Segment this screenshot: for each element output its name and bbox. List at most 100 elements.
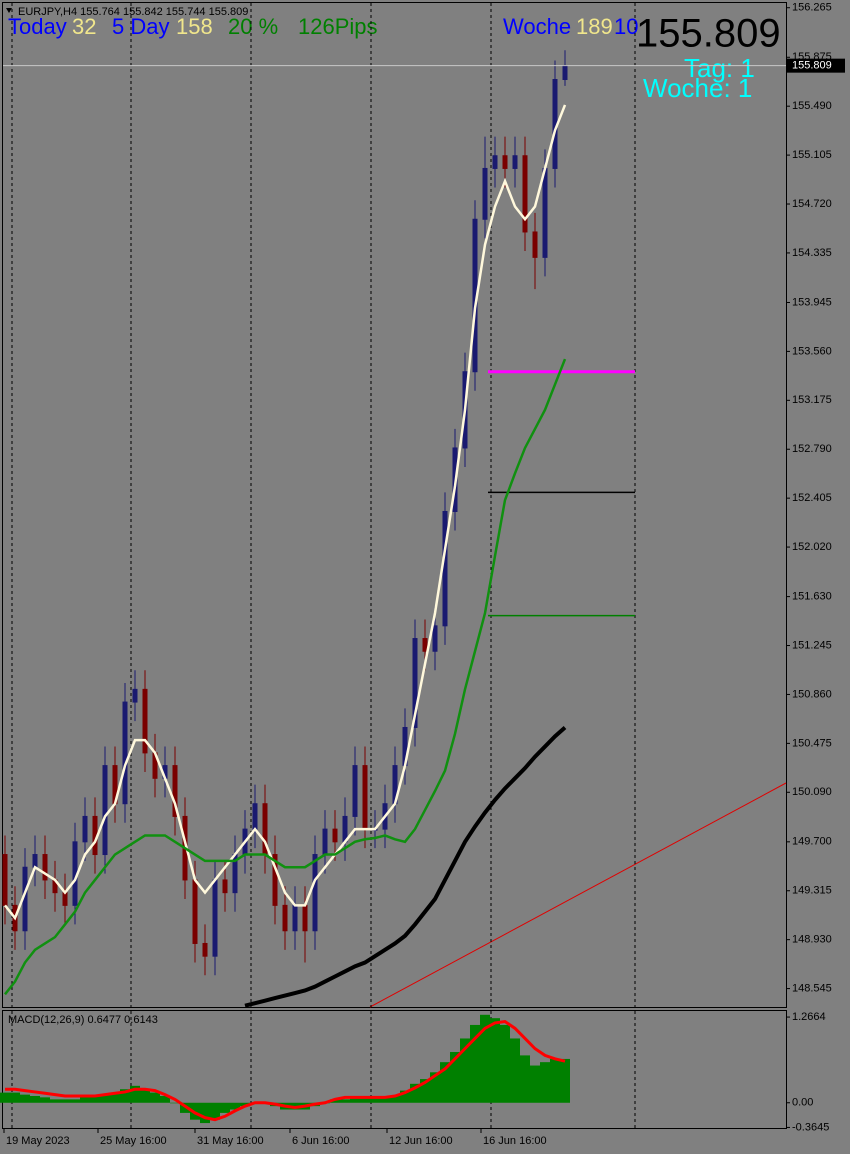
tag-counter: Tag: 1 [684,53,755,83]
y-tick-label: 149.700 [792,836,832,848]
x-tick-label: 19 May 2023 [6,1135,70,1147]
macd-bar [90,1095,100,1103]
candle-body [172,765,178,817]
macd-bar [360,1095,370,1103]
macd-bar [550,1058,560,1103]
menu-arrow [6,8,12,13]
macd-bar [240,1102,250,1107]
macd-bar [50,1099,60,1103]
day5-value: 158 [176,14,213,39]
macd-bar [220,1102,230,1113]
y-tick-label: 155.105 [792,149,832,161]
macd-title: MACD(12,26,9) 0.6477 0.6143 [8,1014,158,1026]
y-tick-label: 150.090 [792,786,832,798]
candle-body [302,904,308,932]
candle-body [482,167,488,220]
week-value: 189 [576,14,613,39]
macd-bar [0,1092,10,1103]
candle-body [212,879,218,957]
macd-signal [5,1019,566,1122]
y-tick-label: 151.630 [792,591,832,603]
macd-tick-label: -0.3645 [792,1121,829,1133]
today-label: Today [8,14,67,39]
trend-line [369,782,787,1008]
macd-bar [140,1089,150,1103]
y-tick-label: 156.265 [792,2,832,14]
macd-tick-label: 0.00 [792,1097,813,1109]
candle-body [42,854,48,881]
day5-label: 5 Day [112,14,169,39]
macd-bar [460,1038,470,1103]
macd-bar [390,1095,400,1103]
macd-bar [150,1092,160,1103]
macd-bar [10,1092,20,1103]
today-value: 32 [72,14,96,39]
y-tick-label: 148.930 [792,934,832,946]
candle-body [252,803,258,830]
candle-body [102,765,108,856]
candle-body [532,231,538,258]
candle-body [332,828,338,843]
candle-body [492,155,498,169]
candle-body [272,854,278,906]
macd-bar [60,1099,70,1103]
macd-bar [230,1102,240,1110]
macd-bar [330,1099,340,1103]
candle-body [422,638,428,652]
macd-bar [420,1079,430,1103]
macd-bar [20,1094,30,1103]
y-tick-label: 153.560 [792,345,832,357]
moving-average [244,725,567,1008]
candle-body [442,510,448,627]
macd-bar [120,1089,130,1103]
macd-bar [170,1102,180,1104]
y-tick-label: 152.020 [792,541,832,553]
macd-bar [530,1065,540,1103]
candle-body [342,815,348,843]
moving-average [4,358,567,996]
candle-body [132,688,138,703]
y-tick-label: 150.860 [792,688,832,700]
macd-bar [80,1097,90,1103]
macd-bar [210,1102,220,1120]
y-tick-label: 154.335 [792,247,832,259]
macd-bar [450,1052,460,1103]
candle-body [222,879,228,894]
candle-body [412,638,418,728]
woche-counter: Woche: 1 [643,73,752,103]
candle-body [432,625,438,652]
macd-bar [130,1085,140,1103]
macd-bar [440,1062,450,1103]
x-tick-label: 25 May 16:00 [100,1135,167,1147]
macd-bar [40,1097,50,1103]
macd-tick-label: 1.2664 [792,1011,826,1023]
macd-bar [430,1072,440,1103]
macd-bar [400,1090,410,1103]
x-tick-label: 12 Jun 16:00 [389,1135,453,1147]
candle-body [362,765,368,830]
main-pane [2,2,787,1008]
y-tick-label: 152.405 [792,492,832,504]
symbol-header: EURJPY,H4 155.764 155.842 155.744 155.80… [18,6,248,18]
candle-body [202,942,208,957]
macd-bar [350,1095,360,1103]
candle-body [312,854,318,932]
macd-bar [370,1097,380,1103]
y-tick-label: 150.475 [792,737,832,749]
macd-bar [160,1095,170,1103]
y-tick-label: 151.245 [792,639,832,651]
macd-bar [490,1018,500,1103]
macd-bar [70,1099,80,1103]
x-tick-label: 31 May 16:00 [197,1135,264,1147]
macd-bar [500,1024,510,1103]
x-tick-label: 6 Jun 16:00 [292,1135,350,1147]
moving-average [4,104,567,921]
y-tick-label: 155.490 [792,100,832,112]
week-label: Woche [503,14,571,39]
candle-body [282,904,288,932]
y-tick-label: 153.175 [792,394,832,406]
macd-bar [110,1092,120,1103]
